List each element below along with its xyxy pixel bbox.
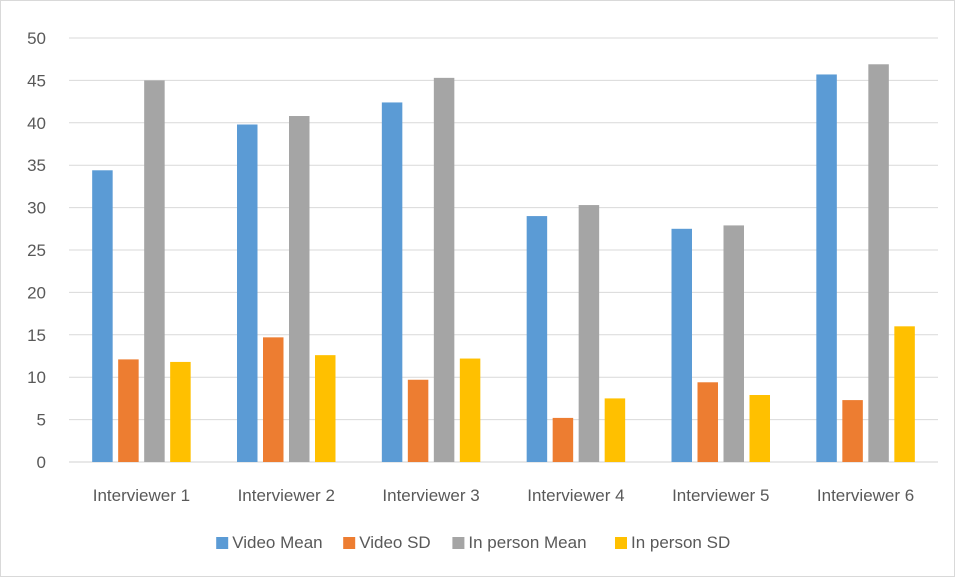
- legend-swatch: [615, 537, 627, 549]
- x-axis-labels: Interviewer 1 Interviewer 2 Interviewer 3 I…: [93, 486, 914, 505]
- bar-video-mean-5: [671, 228, 692, 462]
- y-tick-label: 40: [27, 114, 46, 133]
- y-tick-label: 35: [27, 156, 46, 175]
- x-category-label: Interviewer 1: [93, 486, 190, 505]
- legend-label: Video SD: [359, 533, 431, 552]
- bar-video-mean-3: [381, 102, 403, 462]
- y-tick-label: 5: [37, 411, 46, 430]
- y-tick-label: 15: [27, 326, 46, 345]
- bar-video-sd-3: [407, 379, 429, 462]
- gridlines: [69, 37, 938, 463]
- bar-in-person-sd-5: [749, 395, 770, 462]
- legend-swatch: [216, 537, 229, 549]
- legend-item: In person SD: [615, 533, 730, 552]
- legend-item: Video Mean: [216, 533, 323, 552]
- bar-video-mean-1: [92, 170, 113, 462]
- bar-in-person-sd-4: [604, 398, 626, 462]
- bar-in-person-mean-2: [289, 116, 310, 463]
- y-tick-label: 25: [27, 241, 46, 260]
- bar-in-person-mean-5: [723, 225, 744, 462]
- x-category-label: Interviewer 2: [238, 486, 335, 505]
- y-tick-label: 20: [27, 283, 46, 302]
- legend-label: In person Mean: [468, 533, 586, 552]
- legend-swatch: [452, 537, 465, 549]
- bar-in-person-mean-3: [433, 77, 455, 462]
- bar-video-sd-5: [697, 382, 718, 462]
- x-category-label: Interviewer 3: [382, 486, 479, 505]
- bar-video-sd-6: [842, 400, 863, 462]
- y-axis-ticks: 0 5 10 15 20 25 30 35 40 45 50: [27, 29, 46, 472]
- y-tick-label: 0: [37, 453, 46, 472]
- bar-video-mean-4: [526, 216, 548, 462]
- legend-label: In person SD: [631, 533, 730, 552]
- bar-in-person-mean-6: [868, 64, 889, 462]
- y-tick-label: 45: [27, 71, 46, 90]
- bar-video-mean-6: [816, 74, 837, 463]
- bar-in-person-mean-1: [144, 80, 165, 463]
- legend-item: Video SD: [343, 533, 431, 552]
- bar-in-person-sd-1: [170, 361, 191, 462]
- x-category-label: Interviewer 6: [817, 486, 914, 505]
- y-tick-label: 10: [27, 368, 46, 387]
- y-tick-label: 30: [27, 199, 46, 218]
- bar-in-person-mean-4: [578, 205, 600, 462]
- legend-swatch: [343, 537, 356, 549]
- bar-video-sd-4: [552, 417, 574, 462]
- bar-in-person-sd-6: [894, 326, 915, 462]
- legend-item: In person Mean: [452, 533, 587, 552]
- bar-in-person-sd-3: [459, 358, 481, 462]
- legend: Video Mean Video SD In person Mean In perso…: [216, 533, 730, 552]
- y-tick-label: 50: [27, 29, 46, 48]
- bar-video-sd-1: [118, 359, 139, 462]
- bar-video-mean-2: [237, 124, 258, 462]
- x-category-label: Interviewer 4: [527, 486, 624, 505]
- bar-in-person-sd-2: [315, 355, 336, 462]
- bars: [92, 64, 915, 463]
- bar-video-sd-2: [263, 337, 284, 462]
- x-category-label: Interviewer 5: [672, 486, 769, 505]
- legend-label: Video Mean: [232, 533, 322, 552]
